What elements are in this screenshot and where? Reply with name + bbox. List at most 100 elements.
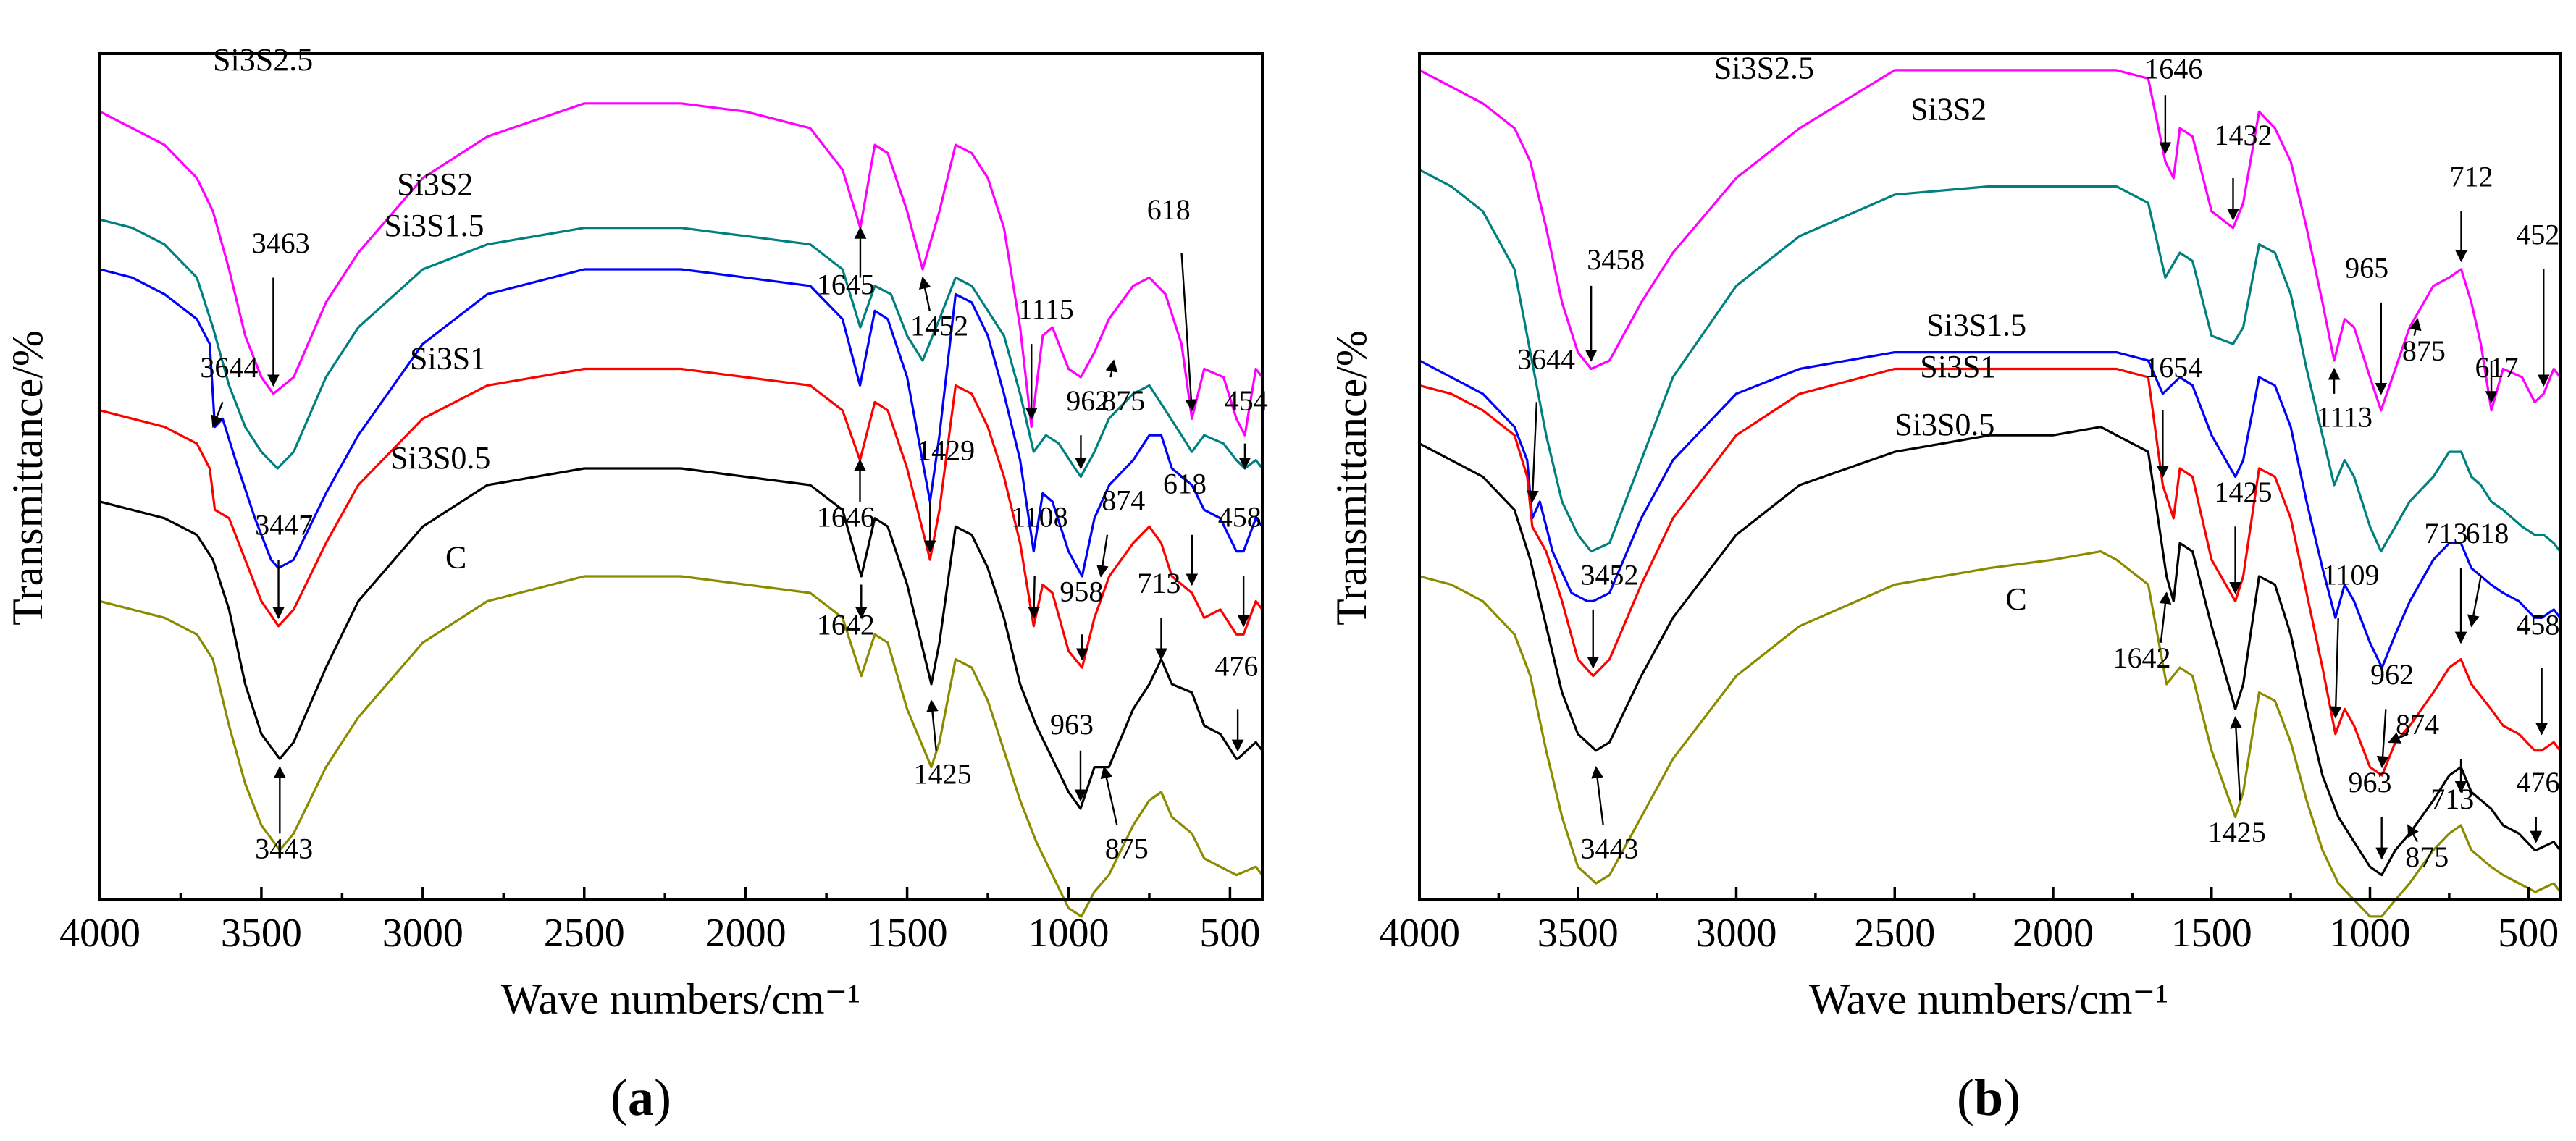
peak-label-618: 618 [1163,467,1207,500]
x-tick-label-500: 500 [2498,911,2559,956]
peak-label-875: 875 [2405,841,2449,873]
peak-label-3447: 3447 [255,509,313,542]
peak-label-1109: 1109 [2323,558,2380,591]
peak-label-618: 618 [1147,193,1191,226]
y-axis-title-b: Transmittance/% [1327,330,1375,626]
peak-arrow-618 [2467,576,2482,628]
peak-arrow-618 [1180,252,1198,412]
panel-caption-a: (a) [611,1069,671,1127]
series-label-Si3S2.5: Si3S2.5 [1714,50,1814,85]
peak-arrow-875 [2407,824,2419,843]
peak-label-1642: 1642 [2113,641,2171,674]
peak-arrow-1642 [2159,591,2172,643]
series-line-Si3S1 [98,367,1264,669]
peak-label-1425: 1425 [2215,476,2273,508]
peak-label-3644: 3644 [200,351,258,384]
x-tick-label-1000: 1000 [1028,911,1109,956]
x-tick-label-1000: 1000 [2330,911,2411,956]
plot-frame-b [1418,52,2562,901]
peak-label-476: 476 [1214,650,1258,683]
panel-caption-b: (b) [1957,1069,2021,1127]
peak-arrow-875 [1105,359,1118,378]
peak-label-963: 963 [1050,708,1094,741]
series-line-Si3S1.5 [98,268,1264,578]
chart-panel-a: Si3S2.5 Si3S2 Si3S1.5 Si3S1 Si3S0.5 C 3463 3644… [4,42,1268,1127]
peak-label-875: 875 [1105,833,1149,865]
plot-frame-a [98,52,1264,901]
series-label-Si3S1: Si3S1 [1920,349,1996,384]
series-line-Si3S1.5 [1418,351,2562,669]
peak-label-3458: 3458 [1587,243,1645,276]
peak-arrow-1425 [2230,716,2242,801]
panel-caption-letter-a: a [628,1069,654,1127]
x-axis-title-a: Wave numbers/cm⁻¹ [501,975,860,1023]
x-axis-title-b: Wave numbers/cm⁻¹ [1809,975,2168,1023]
peak-label-1108: 1108 [1011,500,1068,533]
peak-label-713: 713 [2425,517,2468,550]
y-axis-title-a: Transmittance/% [4,330,51,626]
series-label-Si3S2.5: Si3S2.5 [213,42,313,77]
x-tick-label-3000: 3000 [1696,911,1777,956]
x-tick-label-1500: 1500 [2171,911,2252,956]
series-line-Si3S1 [1418,367,2562,777]
x-tick-label-3000: 3000 [382,911,463,956]
peak-arrow-875 [1100,765,1118,826]
peak-arrow-1108 [1028,576,1041,620]
peak-label-1429: 1429 [917,434,975,467]
peak-arrow-3443 [1591,765,1604,826]
x-tick-label-3500: 3500 [221,911,302,956]
series-label-Si3S2: Si3S2 [397,167,473,202]
series-label-Si3S0.5: Si3S0.5 [1895,407,1994,442]
peak-arrow-1109 [2329,618,2342,719]
peak-label-1115: 1115 [1018,293,1074,326]
peak-arrow-962 [2376,709,2389,769]
peak-label-1425: 1425 [914,758,972,791]
peak-label-3452: 3452 [1581,558,1639,591]
peak-label-1642: 1642 [817,608,875,641]
peak-label-1425: 1425 [2208,816,2266,849]
peak-label-1645: 1645 [817,268,875,300]
peak-arrow-1452 [918,276,931,311]
peak-label-3644: 3644 [1517,343,1575,376]
plot-area-b: Si3S2.5 Si3S2 Si3S1.5 Si3S1 Si3S0.5 C 3458 3644… [1418,50,2562,918]
peak-label-617: 617 [2475,351,2519,384]
x-tick-label-500: 500 [1199,911,1260,956]
series-line-Si3S0.5 [98,467,1264,810]
peak-label-3463: 3463 [252,227,310,259]
panel-caption-open-a: ( [611,1069,628,1127]
peak-label-963: 963 [2349,766,2392,799]
peak-arrow-3644 [1527,402,1539,503]
plot-area-a: Si3S2.5 Si3S2 Si3S1.5 Si3S1 Si3S0.5 C 3463 3644… [98,42,1268,918]
x-ticks-a: 4000 3500 3000 2500 2000 1500 1000 500 [59,887,1260,956]
peak-label-713: 713 [1137,567,1180,599]
peak-arrow-874 [2388,732,2409,744]
peak-label-454: 454 [1225,384,1268,417]
peak-label-1113: 1113 [2317,401,2372,434]
peak-label-874: 874 [1102,484,1145,516]
series-line-Si3S2.5 [98,102,1264,437]
peak-label-476: 476 [2516,766,2559,799]
peak-arrow-874 [1096,534,1109,578]
peak-label-962: 962 [1066,384,1109,417]
x-tick-label-4000: 4000 [59,911,140,956]
series-label-Si3S0.5: Si3S0.5 [390,440,490,476]
x-tick-label-2000: 2000 [2013,911,2094,956]
peak-label-3443: 3443 [1581,833,1639,865]
peak-label-3443: 3443 [255,833,313,865]
peak-label-875: 875 [2402,334,2446,367]
peak-label-458: 458 [2516,608,2559,641]
peak-label-958: 958 [1060,575,1103,607]
chart-a-svg: Si3S2.5 Si3S2 Si3S1.5 Si3S1 Si3S0.5 C 3463 3644… [4,42,1268,1127]
peak-label-1646: 1646 [2144,52,2202,85]
peak-label-1452: 1452 [910,310,968,342]
peak-arrow-1425 [926,699,939,751]
series-line-Si3S2 [98,218,1264,479]
x-tick-label-2500: 2500 [544,911,625,956]
series-label-C: C [445,540,466,576]
x-tick-label-1500: 1500 [867,911,948,956]
series-label-C: C [2005,581,2026,617]
x-ticks-b: 4000 3500 3000 2500 2000 1500 1000 500 [1379,887,2559,956]
peak-label-874: 874 [2396,708,2439,741]
chart-panel-b: Si3S2.5 Si3S2 Si3S1.5 Si3S1 Si3S0.5 C 3458 3644… [1288,0,2575,1141]
peak-label-458: 458 [1218,500,1262,533]
